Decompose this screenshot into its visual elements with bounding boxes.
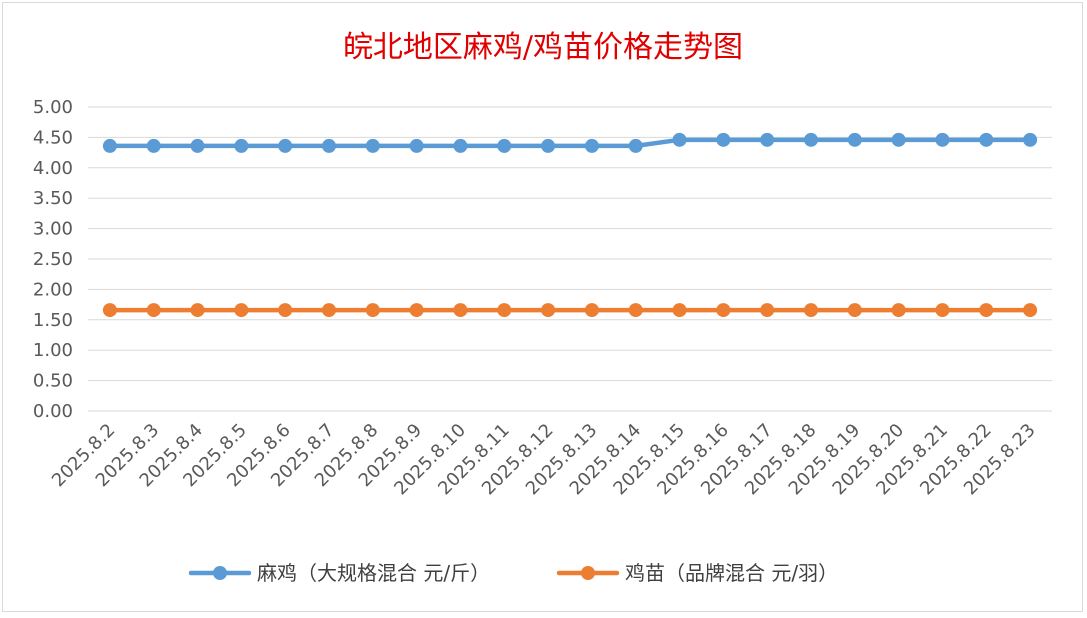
series-1-point [102, 138, 117, 153]
y-tick-label: 0.00 [33, 401, 73, 422]
series-1-point [146, 138, 161, 153]
series-2-point [716, 303, 731, 318]
series-2-point [409, 303, 424, 318]
series-1-point [804, 132, 818, 147]
y-tick-label: 4.50 [33, 127, 73, 148]
y-tick-label: 2.00 [33, 279, 73, 300]
series-1-point [1023, 132, 1038, 147]
legend-marker-1 [213, 566, 227, 580]
series-2-point [541, 303, 556, 318]
y-tick-label: 3.00 [33, 219, 73, 240]
y-tick-label: 3.50 [33, 188, 73, 209]
series-1-point [716, 132, 731, 147]
series-2-point [804, 303, 818, 318]
series-2-point [453, 303, 468, 318]
series-2-point [584, 303, 599, 318]
series-1-point [190, 138, 205, 153]
series-1-point [409, 138, 424, 153]
series-1-point [322, 138, 336, 153]
series-2-point [979, 303, 994, 318]
series-1-point [847, 132, 862, 147]
series-2-point [278, 303, 293, 318]
series-1-point [760, 132, 775, 147]
y-tick-label: 1.50 [33, 310, 73, 331]
series-1-point [278, 138, 293, 153]
series-1-point [497, 138, 512, 153]
legend: 麻鸡（大规格混合 元/斤） 鸡苗（品牌混合 元/羽） [188, 561, 838, 585]
series-2-point [935, 303, 950, 318]
series-line-1 [107, 137, 1033, 149]
series-2-point [628, 303, 643, 318]
series-2-point [190, 303, 205, 318]
series-1-point [453, 138, 468, 153]
series-2-point [847, 303, 862, 318]
series-1-point [365, 138, 380, 153]
y-tick-label: 0.50 [33, 371, 73, 392]
y-tick-label: 2.50 [33, 249, 73, 270]
y-axis-ticks: 5.00 4.50 4.00 3.50 3.00 2.50 2.00 1.50 1.00 0.50… [33, 97, 73, 422]
series-2-point [1023, 303, 1038, 318]
series-2-point [891, 303, 906, 318]
series-2-point [322, 303, 336, 318]
series-1-point [234, 138, 249, 153]
series-2-point [234, 303, 249, 318]
series-2-point [146, 303, 161, 318]
series-2-point [760, 303, 775, 318]
series-1-point [541, 138, 556, 153]
legend-label-1: 麻鸡（大规格混合 元/斤） [257, 561, 490, 585]
series-1-point [935, 132, 950, 147]
gridlines [88, 106, 1052, 412]
series-2-point [365, 303, 380, 318]
chart-title: 皖北地区麻鸡/鸡苗价格走势图 [343, 30, 743, 65]
legend-marker-2 [581, 566, 595, 580]
series-lines [102, 132, 1038, 318]
x-axis-ticks: 2025.8.22025.8.32025.8.42025.8.52025.8.6… [48, 420, 1040, 500]
y-tick-label: 4.00 [33, 158, 73, 179]
series-2-point [672, 303, 687, 318]
series-1-point [672, 132, 687, 147]
series-2-point [497, 303, 512, 318]
series-2-point [102, 303, 117, 318]
y-tick-label: 1.00 [33, 340, 73, 361]
line-chart: 皖北地区麻鸡/鸡苗价格走势图 5.00 4.50 4.00 3.50 3.00 2.50 2… [33, 30, 1052, 585]
series-1-point [628, 138, 643, 153]
y-tick-label: 5.00 [33, 97, 73, 118]
series-1-point [979, 132, 994, 147]
series-1-point [891, 132, 906, 147]
legend-label-2: 鸡苗（品牌混合 元/羽） [625, 561, 838, 585]
series-1-point [584, 138, 599, 153]
